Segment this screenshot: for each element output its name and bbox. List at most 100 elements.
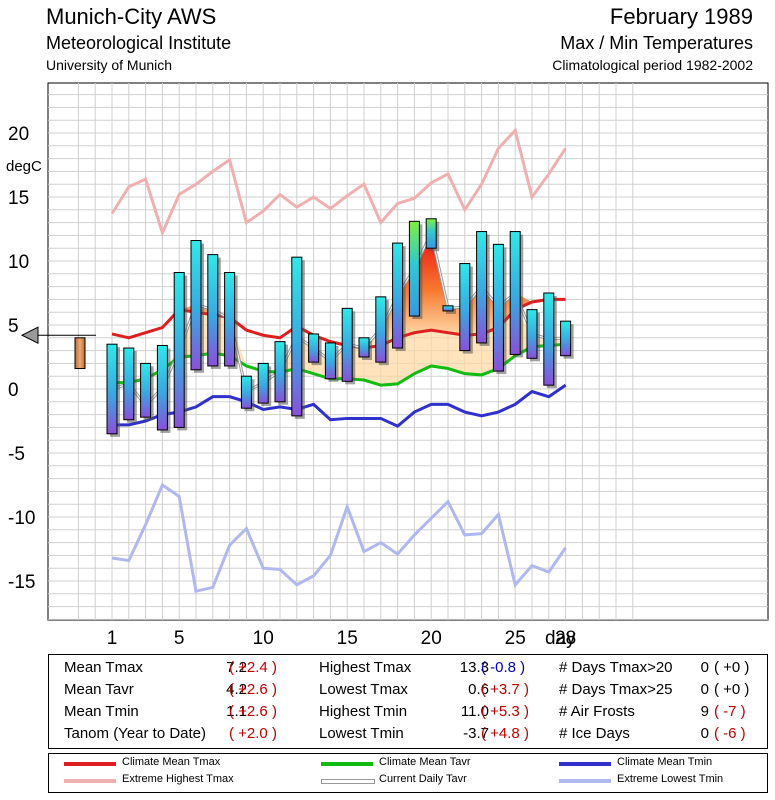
stat-anomaly: ( +2.4 ) [229, 659, 277, 676]
y-tick-label: 10 [8, 252, 29, 273]
x-tick-label: 25 [505, 628, 526, 649]
stat-label: Highest Tmax [319, 659, 412, 676]
day-bar [492, 243, 504, 372]
day-bar [291, 256, 303, 417]
statistics-panel: Mean Tmax 7.2( +2.4 ) Highest Tmax 13.3( -0… [48, 654, 768, 749]
day-bar [106, 343, 118, 435]
stat-value: 9 [700, 703, 709, 720]
legend-label: Climate Mean Tavr [379, 756, 471, 768]
day-bar [274, 341, 286, 403]
stat-anomaly: ( +2.6 ) [229, 681, 277, 698]
stat-value: 0.6 [468, 681, 489, 698]
stat-anomaly: ( -6 ) [714, 725, 746, 742]
y-tick-label: 15 [8, 188, 29, 209]
station-title: Munich-City AWS [46, 4, 217, 29]
stat-anomaly: ( +3.7 ) [481, 681, 529, 698]
x-axis: 1 5 10 15 20 25 28 [107, 628, 576, 649]
day-bar [526, 309, 538, 359]
legend-label: Climate Mean Tmin [617, 756, 713, 768]
legend-label: Extreme Lowest Tmin [617, 773, 724, 785]
stat-value: 0 [700, 725, 709, 742]
stat-row: Mean Tmax 7.2( +2.4 ) Highest Tmax 13.3( -0… [49, 659, 767, 681]
current-daily-tavr-line-inner [111, 231, 566, 407]
extreme-lowest-tmin-line [111, 482, 567, 594]
chart-subtitle: Max / Min Temperatures [560, 33, 753, 53]
stat-row: Mean Tavr 4.2( +2.6 ) Lowest Tmax 0.6( +3.7… [49, 681, 767, 703]
stat-anomaly: ( +0 ) [714, 659, 750, 676]
climate-mean-tmin-line [112, 383, 567, 428]
legend-swatch [64, 779, 116, 783]
day-bar [476, 231, 488, 344]
stat-anomaly: ( +2.0 ) [229, 725, 277, 742]
ytd-anomaly-bar [74, 337, 86, 370]
stat-value: 1.1 [226, 703, 247, 720]
y-tick-label: 5 [8, 316, 19, 337]
day-bar [560, 320, 572, 357]
legend-swatch [559, 779, 611, 783]
y-tick-label: 20 [8, 124, 29, 145]
ytd-anomaly [20, 326, 96, 370]
university-label: University of Munich [46, 57, 173, 73]
stat-label: Highest Tmin [319, 703, 408, 720]
stat-value: 0 [700, 681, 709, 698]
stat-label: # Air Frosts [559, 703, 635, 720]
y-tick-label: -10 [8, 508, 35, 529]
x-tick-label: 15 [337, 628, 358, 649]
institute-label: Meteorological Institute [46, 33, 232, 53]
day-bar [140, 362, 152, 418]
x-tick-label: 1 [107, 628, 118, 649]
x-axis-label: day [545, 628, 576, 649]
stat-label: Lowest Tmax [319, 681, 408, 698]
stat-label: Tanom (Year to Date) [64, 725, 207, 742]
legend-swatch [559, 762, 611, 766]
stat-label: Mean Tavr [64, 681, 134, 698]
day-bar [173, 272, 185, 428]
y-axis: 20 15 10 5 0 -5 -10 -15 [8, 124, 35, 593]
y-tick-label: -15 [8, 572, 35, 593]
day-bar [459, 263, 471, 352]
y-tick-label: 0 [8, 380, 19, 401]
day-bar [543, 292, 555, 386]
day-bar [257, 362, 269, 404]
day-bar [408, 220, 420, 317]
legend-label: Current Daily Tavr [379, 773, 467, 785]
month-title: February 1989 [609, 4, 753, 29]
day-bar [358, 337, 370, 358]
legend-swatch [64, 762, 116, 766]
legend-label: Climate Mean Tmax [122, 756, 221, 768]
day-bar [224, 272, 236, 367]
day-bar [240, 375, 252, 409]
ytd-marker-arrow [20, 326, 39, 345]
day-bar [207, 254, 219, 367]
day-bar [509, 231, 521, 355]
stat-value: 4.2 [226, 681, 247, 698]
stat-anomaly: ( +2.6 ) [229, 703, 277, 720]
y-axis-label: degC [6, 158, 42, 175]
day-bar [123, 347, 135, 421]
x-tick-label: 28 [555, 628, 576, 649]
legend: Climate Mean Tmax Climate Mean Tavr Climat… [48, 753, 768, 793]
stat-anomaly: ( -7 ) [714, 703, 746, 720]
day-bar [156, 344, 168, 431]
day-bar [341, 307, 353, 382]
x-tick-label: 10 [253, 628, 274, 649]
extreme-highest-tmax-line [110, 127, 567, 238]
legend-label: Extreme Highest Tmax [122, 773, 234, 785]
day-bar [392, 242, 404, 349]
daily-bars [106, 218, 574, 437]
climatological-period: Climatological period 1982-2002 [552, 57, 753, 73]
stat-value: 0 [700, 659, 709, 676]
stat-row: Tanom (Year to Date) ( +2.0 ) Lowest Tmin -… [49, 725, 767, 747]
stat-value: 7.2 [226, 659, 247, 676]
stat-anomaly: ( -0.8 ) [481, 659, 526, 676]
stat-anomaly: ( +5.3 ) [481, 703, 529, 720]
stat-anomaly: ( +4.8 ) [481, 725, 529, 742]
day-bar [375, 296, 387, 363]
stat-row: Mean Tmin 1.1( +2.6 ) Highest Tmin 11.0( +5… [49, 703, 767, 725]
day-bar [425, 218, 437, 249]
day-bar [442, 305, 454, 312]
warm-anomaly-area [112, 232, 566, 349]
stat-value: 11.0 [460, 703, 489, 720]
stat-label: Mean Tmin [64, 703, 139, 720]
